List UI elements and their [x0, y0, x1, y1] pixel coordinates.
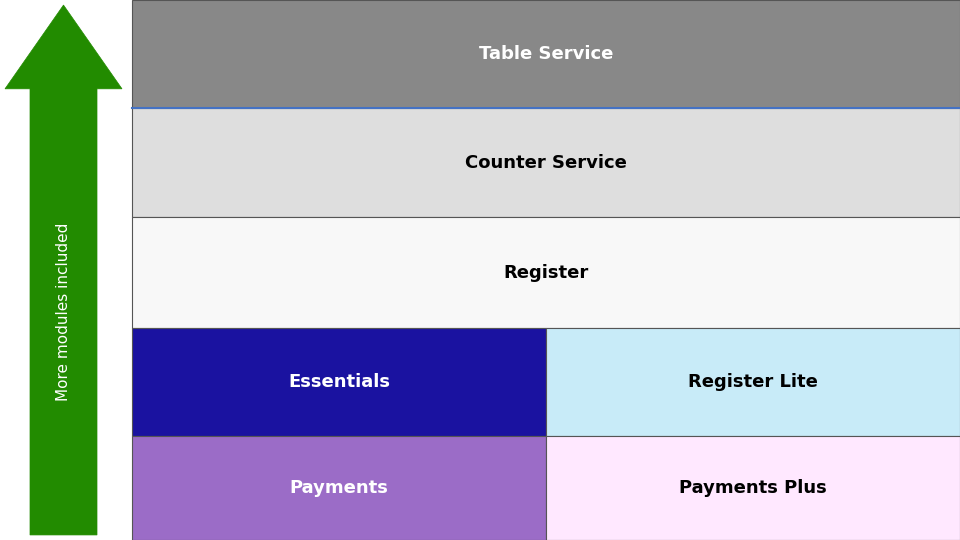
Bar: [546, 328, 960, 436]
Text: More modules included: More modules included: [56, 222, 71, 401]
Bar: [132, 217, 960, 328]
Bar: [546, 436, 960, 540]
Text: Register Lite: Register Lite: [688, 373, 818, 391]
Text: Counter Service: Counter Service: [465, 153, 627, 172]
Bar: [132, 108, 960, 217]
Bar: [132, 436, 546, 540]
Text: Register: Register: [503, 264, 588, 281]
Text: Payments Plus: Payments Plus: [679, 479, 827, 497]
Bar: [132, 328, 546, 436]
Bar: [132, 0, 960, 108]
Text: Table Service: Table Service: [479, 45, 613, 63]
Text: Essentials: Essentials: [288, 373, 390, 391]
Text: Payments: Payments: [290, 479, 389, 497]
Polygon shape: [5, 5, 122, 535]
